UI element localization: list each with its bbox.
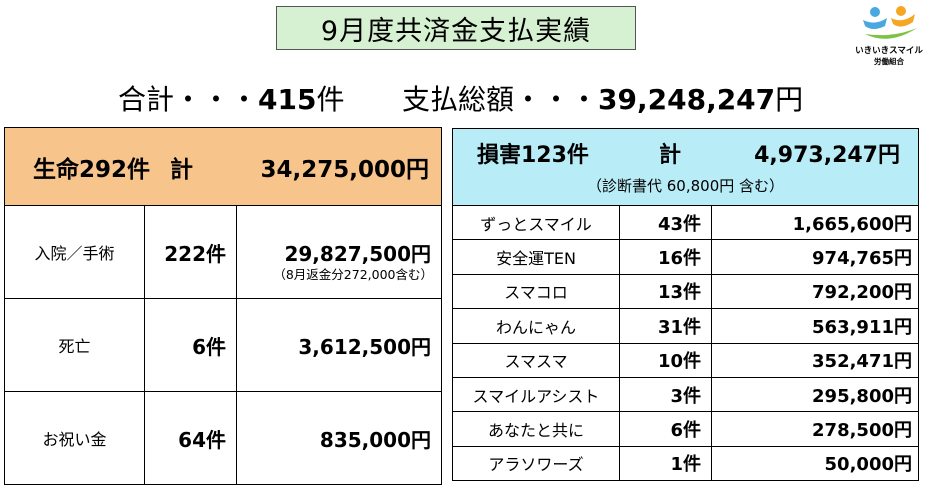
life-table: 生命292件 計 34,275,000円 入院／手術 222件 29,827,5…	[4, 127, 442, 485]
row-count: 6件	[144, 298, 237, 392]
total-count: 合計・・・415件	[118, 78, 344, 118]
table-row: スマイルアシスト 3件 295,800円	[452, 376, 919, 413]
logo-name: いきいきスマイル	[855, 46, 923, 56]
row-amount: 352,471円	[711, 342, 919, 378]
damage-header-amount: 4,973,247円	[754, 143, 900, 168]
total-count-value: 415	[258, 83, 317, 116]
row-amount: 835,000円	[236, 391, 442, 485]
row-count: 1件	[619, 445, 712, 482]
union-logo: いきいきスマイル 労働組合	[855, 4, 923, 70]
table-row: わんにゃん 31件 563,911円	[452, 308, 919, 344]
life-header-amount: 34,275,000円	[260, 156, 429, 183]
damage-header: 損害123件 計 4,973,247円 （診断書代 60,800円 含む）	[452, 128, 919, 206]
row-count: 64件	[144, 391, 237, 485]
table-row: お祝い金 64件 835,000円	[4, 391, 442, 485]
row-label: 安全運TEN	[452, 239, 620, 275]
row-label: あなたと共に	[452, 411, 620, 447]
total-amount-value: 39,248,247	[598, 83, 776, 116]
row-label: わんにゃん	[452, 308, 620, 344]
table-row: スマコロ 13件 792,200円	[452, 273, 919, 310]
life-header: 生命292件 計 34,275,000円	[4, 127, 442, 206]
row-amount: 563,911円	[711, 308, 919, 344]
table-row: 入院／手術 222件 29,827,500円 （8月返金分272,000含む）	[4, 205, 442, 299]
table-row: あなたと共に 6件 278,500円	[452, 411, 919, 447]
row-amount-cell: 29,827,500円 （8月返金分272,000含む）	[236, 205, 442, 299]
logo-subname: 労働組合	[874, 57, 904, 66]
life-header-name: 生命292件	[33, 156, 151, 183]
row-label: スマイルアシスト	[452, 376, 620, 413]
row-label: お祝い金	[4, 391, 145, 485]
damage-header-name: 損害123件	[477, 143, 589, 168]
row-count: 6件	[619, 411, 712, 447]
damage-header-note: （診断書代 60,800円 含む）	[586, 177, 785, 195]
row-amount: 50,000円	[711, 445, 919, 482]
row-note: （8月返金分272,000含む）	[273, 267, 433, 282]
life-header-kei: 計	[170, 156, 194, 183]
total-count-label: 合計・・・	[118, 83, 259, 116]
row-count: 31件	[619, 308, 712, 344]
table-row: スマスマ 10件 352,471円	[452, 342, 919, 378]
row-count: 222件	[144, 205, 237, 299]
row-amount: 29,827,500円	[284, 241, 431, 266]
table-row: 安全運TEN 16件 974,765円	[452, 239, 919, 275]
row-label: スマスマ	[452, 342, 620, 378]
row-count: 13件	[619, 273, 712, 310]
row-amount: 1,665,600円	[711, 204, 919, 241]
row-label: 入院／手術	[4, 205, 145, 299]
row-amount: 295,800円	[711, 376, 919, 413]
page-title: 9月度共済金支払実績	[276, 6, 636, 50]
smile-people-icon	[863, 6, 917, 39]
row-label: アラソワーズ	[452, 445, 620, 482]
damage-table: 損害123件 計 4,973,247円 （診断書代 60,800円 含む） ずっ…	[452, 128, 919, 482]
total-amount-label: 支払総額・・・	[402, 83, 599, 116]
table-row: アラソワーズ 1件 50,000円	[452, 445, 919, 482]
row-count: 3件	[619, 376, 712, 413]
row-count: 43件	[619, 204, 712, 241]
damage-header-kei: 計	[659, 143, 682, 168]
total-amount: 支払総額・・・39,248,247円	[402, 78, 803, 118]
row-count: 16件	[619, 239, 712, 275]
row-label: スマコロ	[452, 273, 620, 310]
table-row: ずっとスマイル 43件 1,665,600円	[452, 204, 919, 241]
row-count: 10件	[619, 342, 712, 378]
row-amount: 278,500円	[711, 411, 919, 447]
row-label: 死亡	[4, 298, 145, 392]
total-count-unit: 件	[316, 83, 345, 116]
row-label: ずっとスマイル	[452, 204, 620, 241]
row-amount: 974,765円	[711, 239, 919, 275]
row-amount: 3,612,500円	[236, 298, 442, 392]
table-row: 死亡 6件 3,612,500円	[4, 298, 442, 392]
row-amount: 792,200円	[711, 273, 919, 310]
total-amount-unit: 円	[775, 83, 804, 116]
